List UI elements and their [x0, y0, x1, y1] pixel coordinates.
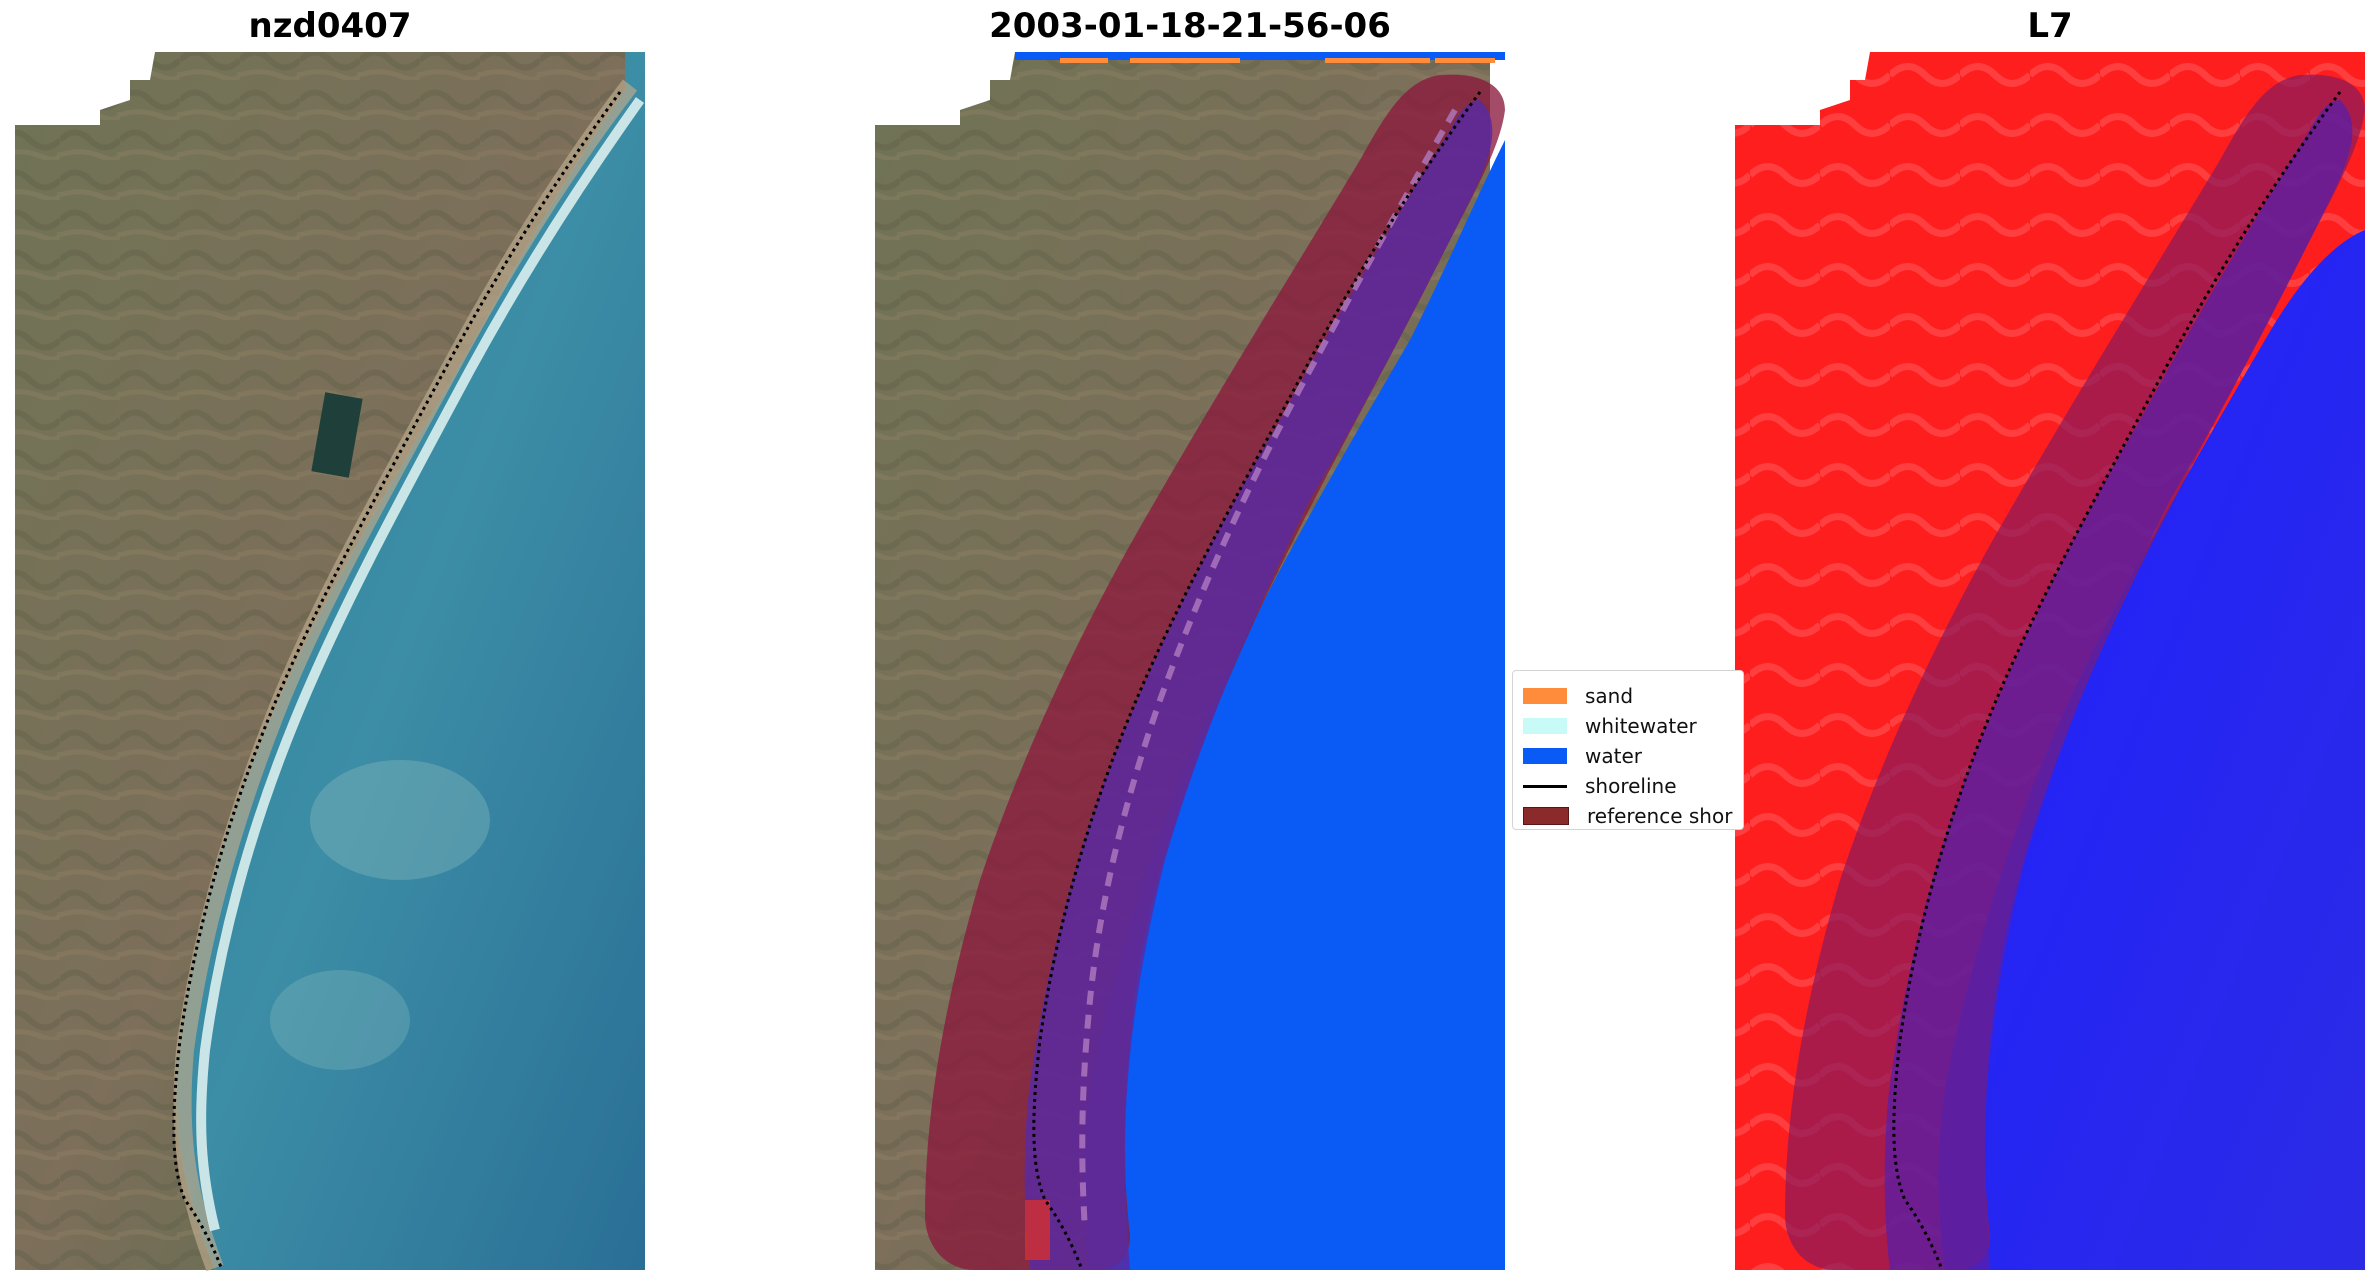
legend-item-shoreline: shoreline [1523, 773, 1677, 799]
legend: sand whitewater water shoreline referenc… [1512, 670, 1744, 830]
reference-pixels [1025, 1200, 1050, 1260]
shoreline-swatch [1523, 784, 1567, 788]
land-texture [15, 52, 625, 1270]
pond [311, 392, 363, 478]
classification-panel [875, 52, 1505, 1271]
legend-label: sand [1585, 684, 1634, 708]
water-strip [1015, 52, 1505, 60]
buffer-water-overlap [1884, 100, 2353, 1270]
sea-area [155, 52, 645, 1270]
left-panel-title: nzd0407 [248, 6, 412, 46]
legend-label: shoreline [1585, 774, 1677, 798]
shoreline-line [1892, 91, 2342, 1271]
sediment-plume [310, 760, 490, 880]
legend-item-water: water [1523, 743, 1642, 769]
index-panel [1735, 52, 2365, 1271]
sand-pixels [1325, 58, 1430, 63]
reference-shoreline-swatch [1523, 807, 1569, 825]
shoreline-line [1032, 91, 1482, 1271]
sand-pixels [1130, 58, 1240, 63]
whitewater-band [196, 97, 645, 1232]
whitewater-swatch [1523, 718, 1567, 734]
water-swatch [1523, 748, 1567, 764]
beach-strip [173, 79, 638, 1272]
legend-item-whitewater: whitewater [1523, 713, 1697, 739]
legend-item-sand: sand [1523, 683, 1633, 709]
index-water [1938, 230, 2365, 1270]
sediment-plume [270, 970, 410, 1070]
buffer-water-overlap [1024, 100, 1493, 1270]
legend-label: reference shor [1587, 804, 1733, 828]
sand-pixels [1435, 58, 1495, 63]
legend-label: water [1585, 744, 1642, 768]
legend-label: whitewater [1585, 714, 1697, 738]
middle-panel-title: 2003-01-18-21-56-06 [989, 6, 1391, 46]
shoreline-line [172, 91, 622, 1271]
right-panel-title: L7 [2027, 6, 2073, 46]
sand-pixels [1060, 58, 1108, 63]
sand-swatch [1523, 688, 1567, 704]
legend-item-reference-shoreline: reference shor [1523, 803, 1732, 829]
rgb-image-panel [15, 52, 645, 1272]
